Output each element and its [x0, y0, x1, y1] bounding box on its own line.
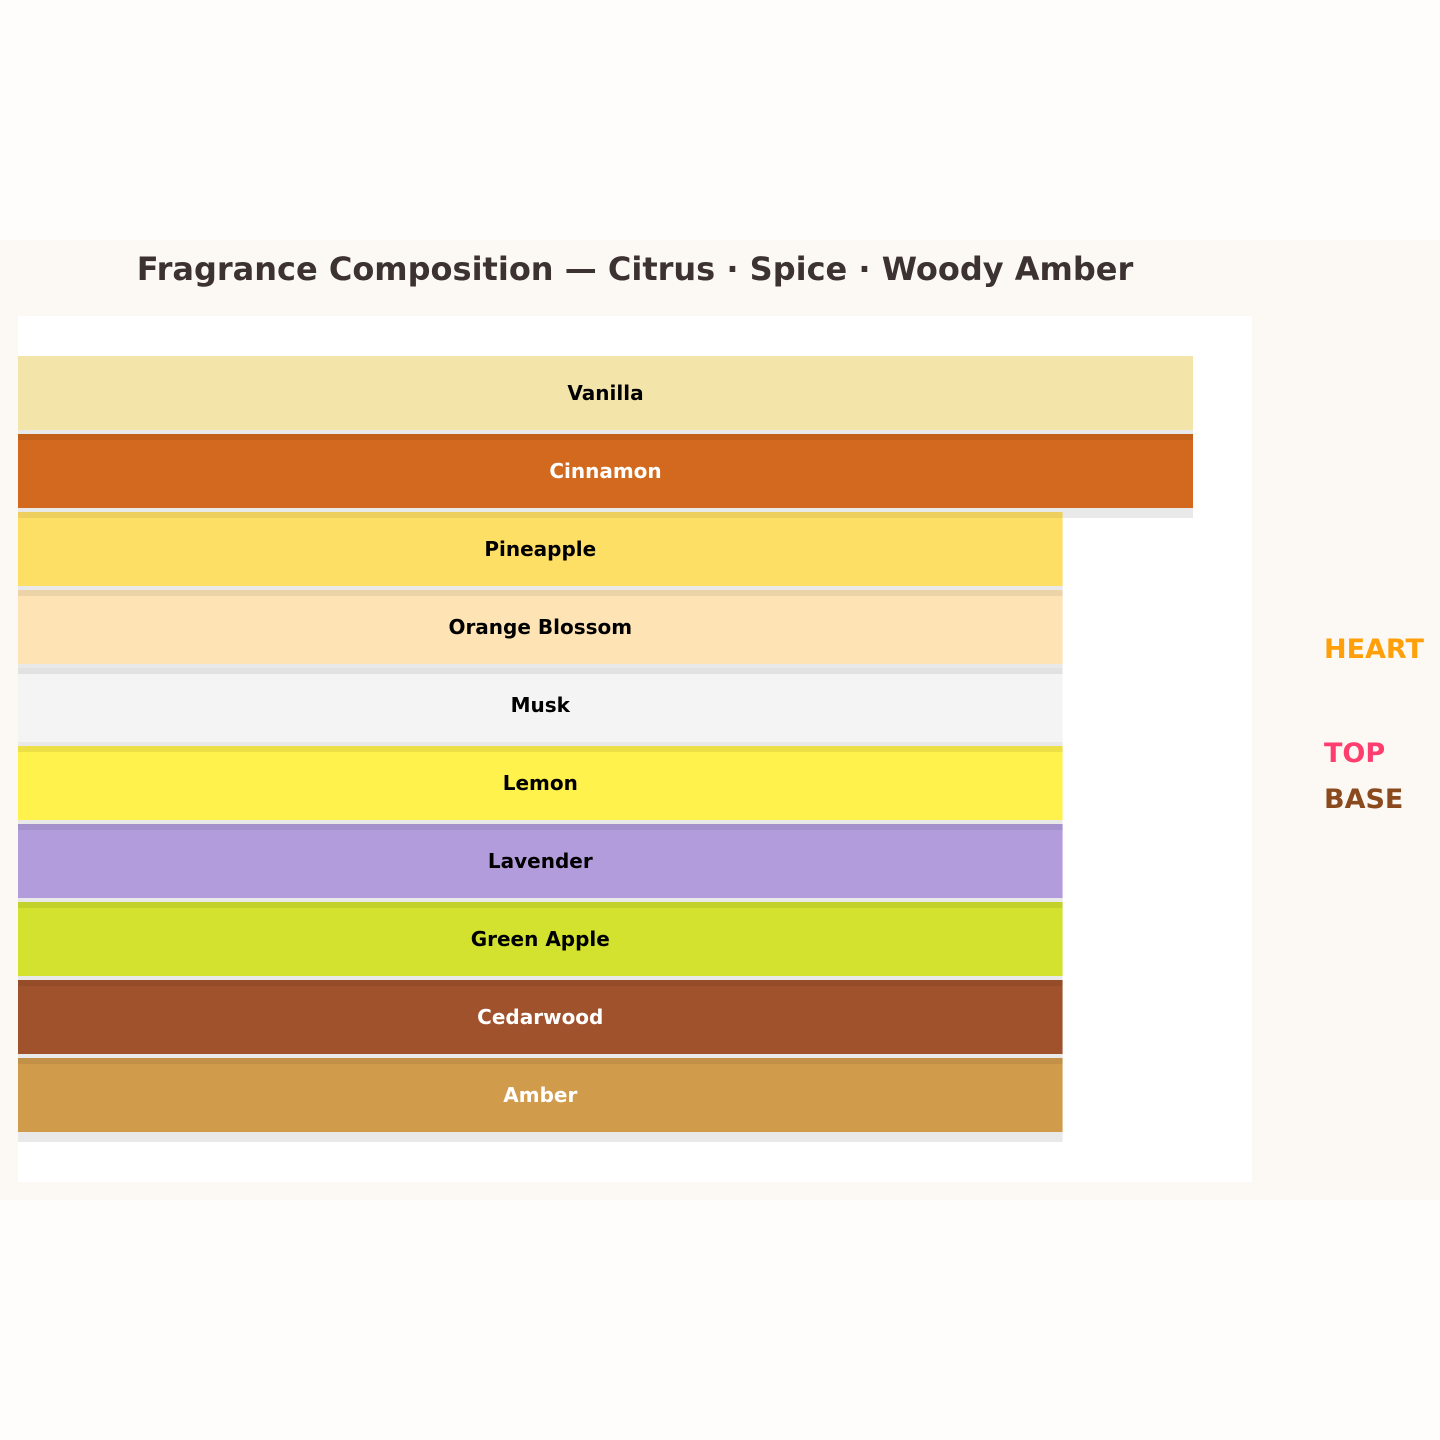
- bar-top-edge: [18, 746, 1063, 752]
- bar-top-edge: [18, 434, 1193, 440]
- bar-top-edge: [18, 980, 1063, 986]
- bar-top-edge: [18, 824, 1063, 830]
- bar-top-edge: [18, 668, 1063, 674]
- funnel-bar: [18, 824, 1063, 898]
- bar-label: Cinnamon: [549, 459, 661, 483]
- legend-top: TOP: [1324, 738, 1386, 769]
- bar-label: Green Apple: [471, 927, 610, 951]
- bar-top-edge: [18, 902, 1063, 908]
- funnel-bar: [18, 434, 1193, 508]
- funnel-bar: [18, 512, 1063, 586]
- funnel-bar: [18, 902, 1063, 976]
- bar-top-edge: [18, 512, 1063, 518]
- bar-top-edge: [18, 1058, 1063, 1064]
- funnel-bar: [18, 1058, 1063, 1132]
- bar-label: Amber: [503, 1083, 577, 1107]
- legend-heart: HEART: [1324, 634, 1424, 665]
- legend-base: BASE: [1324, 784, 1404, 815]
- funnel-bar: [18, 746, 1063, 820]
- bar-label: Lemon: [503, 771, 578, 795]
- bar-label: Orange Blossom: [448, 615, 632, 639]
- bar-label: Vanilla: [567, 381, 643, 405]
- bar-label: Pineapple: [484, 537, 596, 561]
- funnel-bar: [18, 668, 1063, 742]
- bar-label: Lavender: [488, 849, 593, 873]
- funnel-bar: [18, 980, 1063, 1054]
- bar-label: Musk: [511, 693, 571, 717]
- chart-title: Fragrance Composition — Citrus · Spice ·…: [136, 250, 1134, 288]
- funnel-bar: [18, 590, 1063, 664]
- bar-label: Cedarwood: [477, 1005, 603, 1029]
- funnel-bar: [18, 356, 1193, 430]
- bar-top-edge: [18, 590, 1063, 596]
